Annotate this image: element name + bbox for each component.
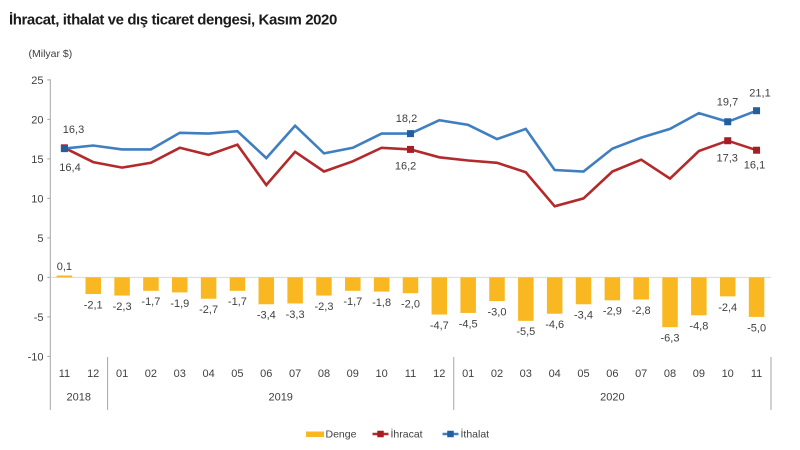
svg-text:-10: -10 (28, 351, 44, 363)
svg-text:-2,3: -2,3 (113, 301, 132, 313)
svg-text:-2,9: -2,9 (603, 306, 622, 318)
svg-text:12: 12 (87, 368, 99, 380)
svg-text:07: 07 (289, 368, 301, 380)
svg-text:06: 06 (606, 368, 618, 380)
svg-text:0: 0 (37, 272, 43, 284)
svg-text:-1,7: -1,7 (343, 296, 362, 308)
svg-text:-4,6: -4,6 (545, 319, 564, 331)
svg-text:05: 05 (231, 368, 243, 380)
svg-text:0,1: 0,1 (57, 261, 72, 273)
svg-text:11: 11 (59, 368, 70, 380)
svg-text:07: 07 (635, 368, 647, 380)
svg-text:2019: 2019 (268, 392, 292, 404)
svg-text:-3,4: -3,4 (257, 310, 276, 322)
svg-text:16,2: 16,2 (395, 161, 416, 173)
svg-text:-5,0: -5,0 (747, 322, 766, 334)
svg-text:-3,3: -3,3 (286, 309, 305, 321)
svg-text:5: 5 (37, 233, 43, 245)
svg-text:18,2: 18,2 (396, 113, 417, 125)
svg-text:-5: -5 (34, 312, 44, 324)
svg-text:Denge: Denge (326, 429, 357, 441)
svg-text:10: 10 (31, 193, 43, 205)
svg-text:-1,8: -1,8 (372, 297, 391, 309)
svg-text:2018: 2018 (67, 392, 91, 404)
svg-text:02: 02 (491, 368, 503, 380)
svg-text:(Milyar $): (Milyar $) (29, 48, 73, 60)
svg-text:İhracat, ithalat ve dış ticare: İhracat, ithalat ve dış ticaret dengesi,… (9, 12, 337, 29)
svg-text:-2,8: -2,8 (632, 305, 651, 317)
svg-text:19,7: 19,7 (717, 97, 738, 109)
svg-text:20: 20 (31, 114, 43, 126)
svg-text:-3,0: -3,0 (488, 307, 507, 319)
svg-text:İhracat: İhracat (391, 428, 423, 441)
svg-text:04: 04 (202, 368, 214, 380)
svg-text:05: 05 (577, 368, 589, 380)
svg-text:06: 06 (260, 368, 272, 380)
svg-text:-4,8: -4,8 (689, 321, 708, 333)
svg-text:03: 03 (520, 368, 532, 380)
svg-text:08: 08 (664, 368, 676, 380)
svg-text:17,3: 17,3 (716, 153, 737, 165)
svg-text:-2,3: -2,3 (315, 301, 334, 313)
svg-text:01: 01 (462, 368, 474, 380)
svg-text:16,3: 16,3 (63, 124, 84, 136)
svg-text:-3,4: -3,4 (574, 310, 593, 322)
svg-text:-1,7: -1,7 (141, 296, 160, 308)
svg-text:16,4: 16,4 (59, 162, 80, 174)
svg-text:-4,7: -4,7 (430, 320, 449, 332)
svg-text:-2,0: -2,0 (401, 299, 420, 311)
svg-text:16,1: 16,1 (744, 160, 765, 172)
svg-text:2020: 2020 (600, 392, 624, 404)
svg-text:21,1: 21,1 (749, 87, 770, 99)
svg-text:-2,7: -2,7 (199, 304, 218, 316)
svg-text:09: 09 (693, 368, 705, 380)
svg-text:-4,5: -4,5 (459, 318, 478, 330)
svg-text:İthalat: İthalat (461, 428, 490, 441)
svg-text:11: 11 (405, 368, 416, 380)
svg-text:10: 10 (375, 368, 387, 380)
svg-text:-2,1: -2,1 (84, 299, 103, 311)
svg-text:25: 25 (31, 75, 43, 87)
svg-text:15: 15 (31, 154, 43, 166)
svg-text:02: 02 (145, 368, 157, 380)
svg-text:-1,7: -1,7 (228, 296, 247, 308)
svg-text:10: 10 (722, 368, 734, 380)
svg-text:04: 04 (549, 368, 561, 380)
svg-text:08: 08 (318, 368, 330, 380)
svg-text:01: 01 (116, 368, 128, 380)
svg-text:-6,3: -6,3 (661, 333, 680, 345)
svg-text:-1,9: -1,9 (170, 298, 189, 310)
svg-text:-5,5: -5,5 (516, 326, 535, 338)
svg-text:11: 11 (751, 368, 762, 380)
svg-text:03: 03 (174, 368, 186, 380)
svg-text:-2,4: -2,4 (718, 302, 737, 314)
svg-text:12: 12 (433, 368, 445, 380)
svg-text:09: 09 (347, 368, 359, 380)
